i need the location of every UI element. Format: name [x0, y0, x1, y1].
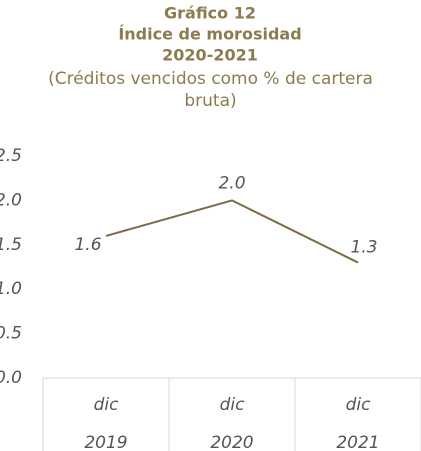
chart-title: Índice de morosidad: [118, 25, 301, 44]
y-tick-label: 0.5: [0, 324, 22, 344]
line: [105, 199, 359, 264]
chart-title: 2020-2021: [162, 46, 258, 65]
data-label: 1.6: [74, 235, 101, 255]
chart-title: Gráfico 12: [164, 4, 256, 23]
y-tick-label: 2.5: [0, 146, 22, 166]
x-tick-label: dic 2021: [336, 395, 380, 451]
y-tick-label: 1.5: [0, 235, 22, 255]
x-tick-label: dic 2020: [210, 395, 254, 451]
y-tick-label: 0.0: [0, 368, 22, 388]
y-tick-label: 1.0: [0, 279, 22, 299]
data-label: 2.0: [218, 173, 245, 193]
y-tick-label: 2.0: [0, 190, 22, 210]
x-tick-label: dic 2019: [84, 395, 128, 451]
chart-subtitle: (Créditos vencidos como % de cartera bru…: [48, 69, 373, 111]
data-label: 1.3: [350, 238, 377, 258]
